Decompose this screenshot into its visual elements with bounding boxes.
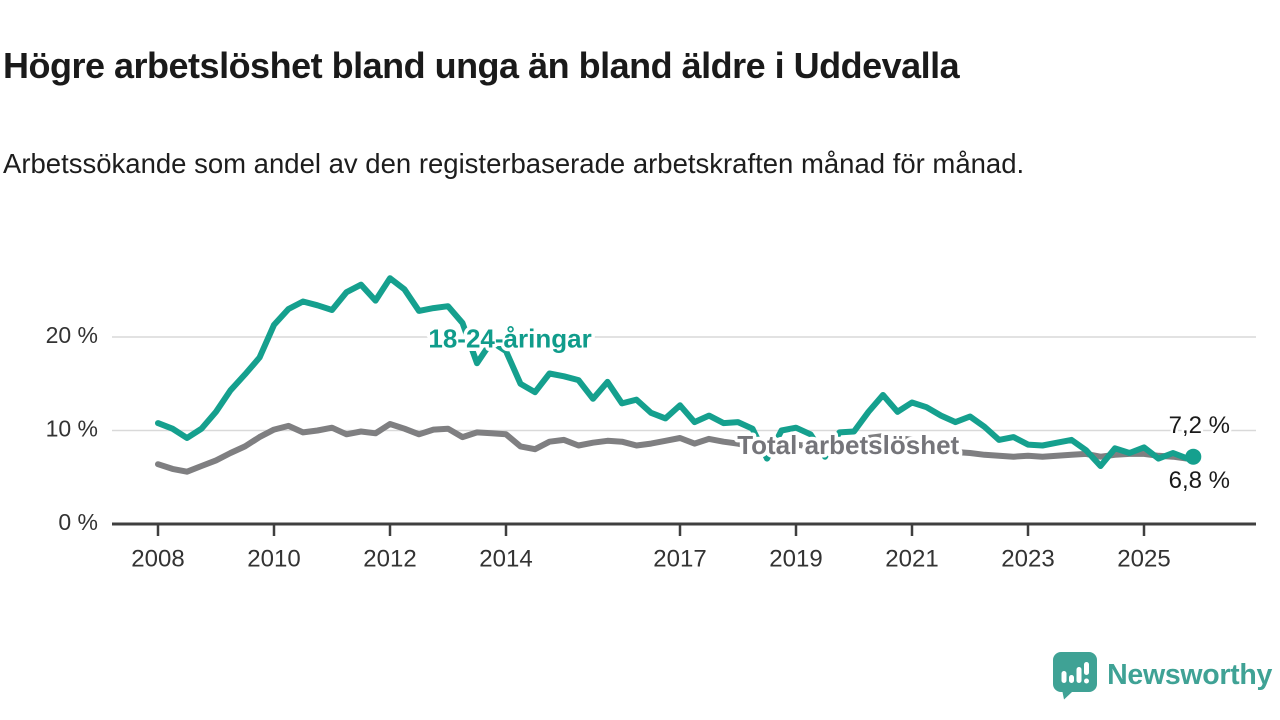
chart-subtitle: Arbetssökande som andel av den registerb… <box>3 147 1025 179</box>
series-end-value-label: 6,8 % <box>1169 467 1230 494</box>
x-axis-tick-label: 2017 <box>653 545 706 572</box>
x-axis-tick-label: 2008 <box>131 545 184 572</box>
series-line-total-arbetslöshet <box>155 421 1197 475</box>
series-end-dot <box>1185 448 1202 465</box>
x-axis-tick-label: 2025 <box>1117 545 1170 572</box>
x-axis-tick-label: 2014 <box>479 545 532 572</box>
series-line-18-24-åringar <box>155 275 1197 469</box>
x-axis-tick-label: 2019 <box>769 545 822 572</box>
y-axis-label: 10 % <box>46 416 98 442</box>
bar-chart-glyph <box>1061 662 1090 684</box>
y-axis-label: 0 % <box>58 509 98 535</box>
page-title: Högre arbetslöshet bland unga än bland ä… <box>3 45 960 87</box>
speech-bubble-shape <box>1053 652 1098 700</box>
newsworthy-speech-bubble-bar-chart-icon <box>1053 652 1098 700</box>
series-end-value-label: 7,2 % <box>1169 412 1230 439</box>
series-inline-label: 18-24-åringar <box>428 324 591 354</box>
x-axis-tick-label: 2023 <box>1001 545 1054 572</box>
x-axis-tick-label: 2012 <box>363 545 416 572</box>
x-axis-tick-label: 2021 <box>885 545 938 572</box>
newsworthy-logo-text: Newsworthy <box>1107 659 1272 691</box>
series-inline-label: Total arbetslöshet <box>737 430 959 460</box>
x-axis-tick-label: 2010 <box>247 545 300 572</box>
y-axis-label: 20 % <box>46 322 98 348</box>
newsworthy-logo: Newsworthy <box>1052 651 1272 700</box>
chart-svg: 0 % 10 % 20 % 2008 2010 2012 2014 2017 2019 2021 2… <box>46 275 1256 572</box>
